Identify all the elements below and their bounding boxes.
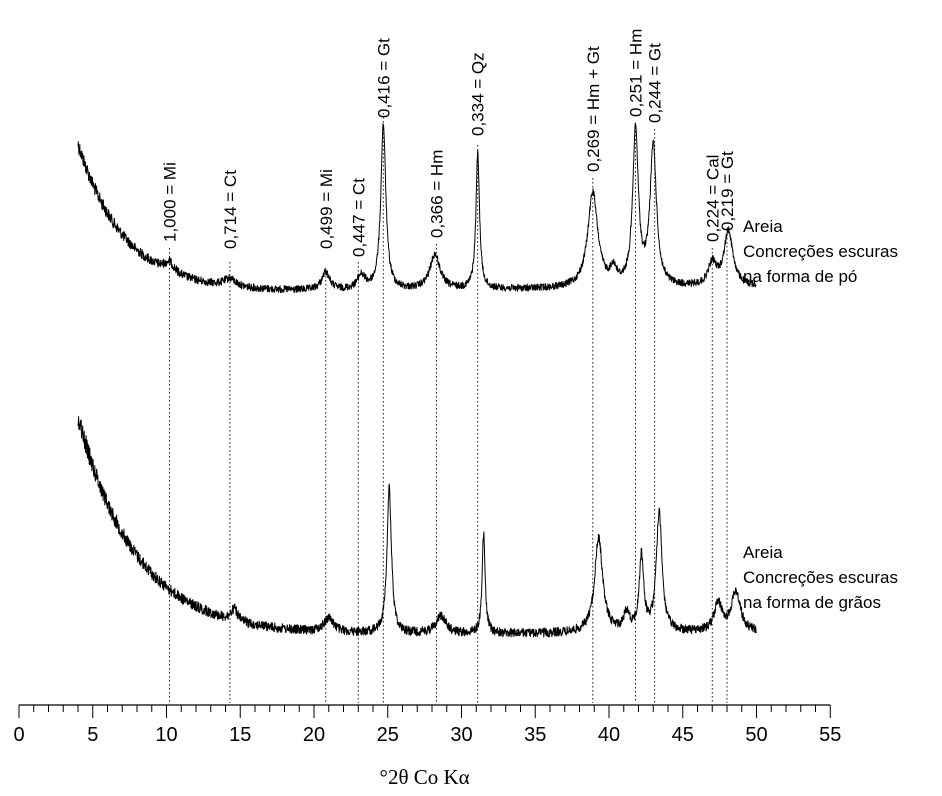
peak-label: 0,244 = Gt: [646, 43, 665, 123]
series-label-line: na forma de grãos: [743, 593, 881, 612]
series-label-line: Areia: [743, 217, 783, 236]
peak-marker-lines: [168, 113, 728, 703]
peak-label: 0,219 = Gt: [718, 151, 737, 231]
series-line: [77, 416, 757, 638]
peak-label: 0,416 = Gt: [374, 38, 393, 118]
peak-label: 0,224 = Cal: [703, 155, 722, 242]
peak-label: 0,366 = Hm: [427, 150, 446, 238]
peak-label: 0,269 = Hm + Gt: [584, 46, 603, 172]
peak-label: 0,714 = Ct: [221, 170, 240, 249]
x-tick-label: 15: [229, 724, 251, 746]
series-label: Areia Concreções escuras na forma de pó: [743, 217, 898, 286]
x-tick-label: 55: [819, 724, 841, 746]
x-axis: 0 5 10 15 20 25 30 35 40 45 50 55: [13, 704, 841, 746]
x-tick-label: 35: [524, 724, 546, 746]
series-line: [77, 122, 757, 294]
series-labels: Areia Concreções escuras na forma de póAre…: [743, 217, 898, 612]
x-tick-label: 5: [87, 724, 98, 746]
peak-label: 0,334 = Qz: [469, 52, 488, 136]
series-lines: [77, 122, 757, 638]
x-tick-label: 50: [745, 724, 767, 746]
series-label-line: na forma de pó: [743, 267, 857, 286]
peak-label: 0,447 = Ct: [349, 178, 368, 257]
peak-label: 1,000 = Mi: [160, 162, 179, 242]
x-tick-label: 45: [672, 724, 694, 746]
series-label: Areia Concreções escuras na forma de grãos: [743, 543, 898, 612]
series-label-line: Areia: [743, 543, 783, 562]
x-tick-label: 25: [377, 724, 399, 746]
x-tick-label: 20: [303, 724, 325, 746]
x-tick-label: 10: [155, 724, 177, 746]
x-tick-label: 30: [450, 724, 472, 746]
x-tick-label: 40: [598, 724, 620, 746]
x-axis-label: °2θ Co Kα: [380, 765, 470, 789]
series-label-line: Concreções escuras: [743, 568, 898, 587]
series-label-line: Concreções escuras: [743, 242, 898, 261]
x-tick-label: 0: [13, 724, 24, 746]
peak-label: 0,499 = Mi: [317, 169, 336, 249]
peak-labels: 1,000 = Mi 0,714 = Ct 0,499 = Mi 0,447 = Ct…: [160, 29, 737, 257]
peak-label: 0,251 = Hm: [627, 29, 646, 117]
